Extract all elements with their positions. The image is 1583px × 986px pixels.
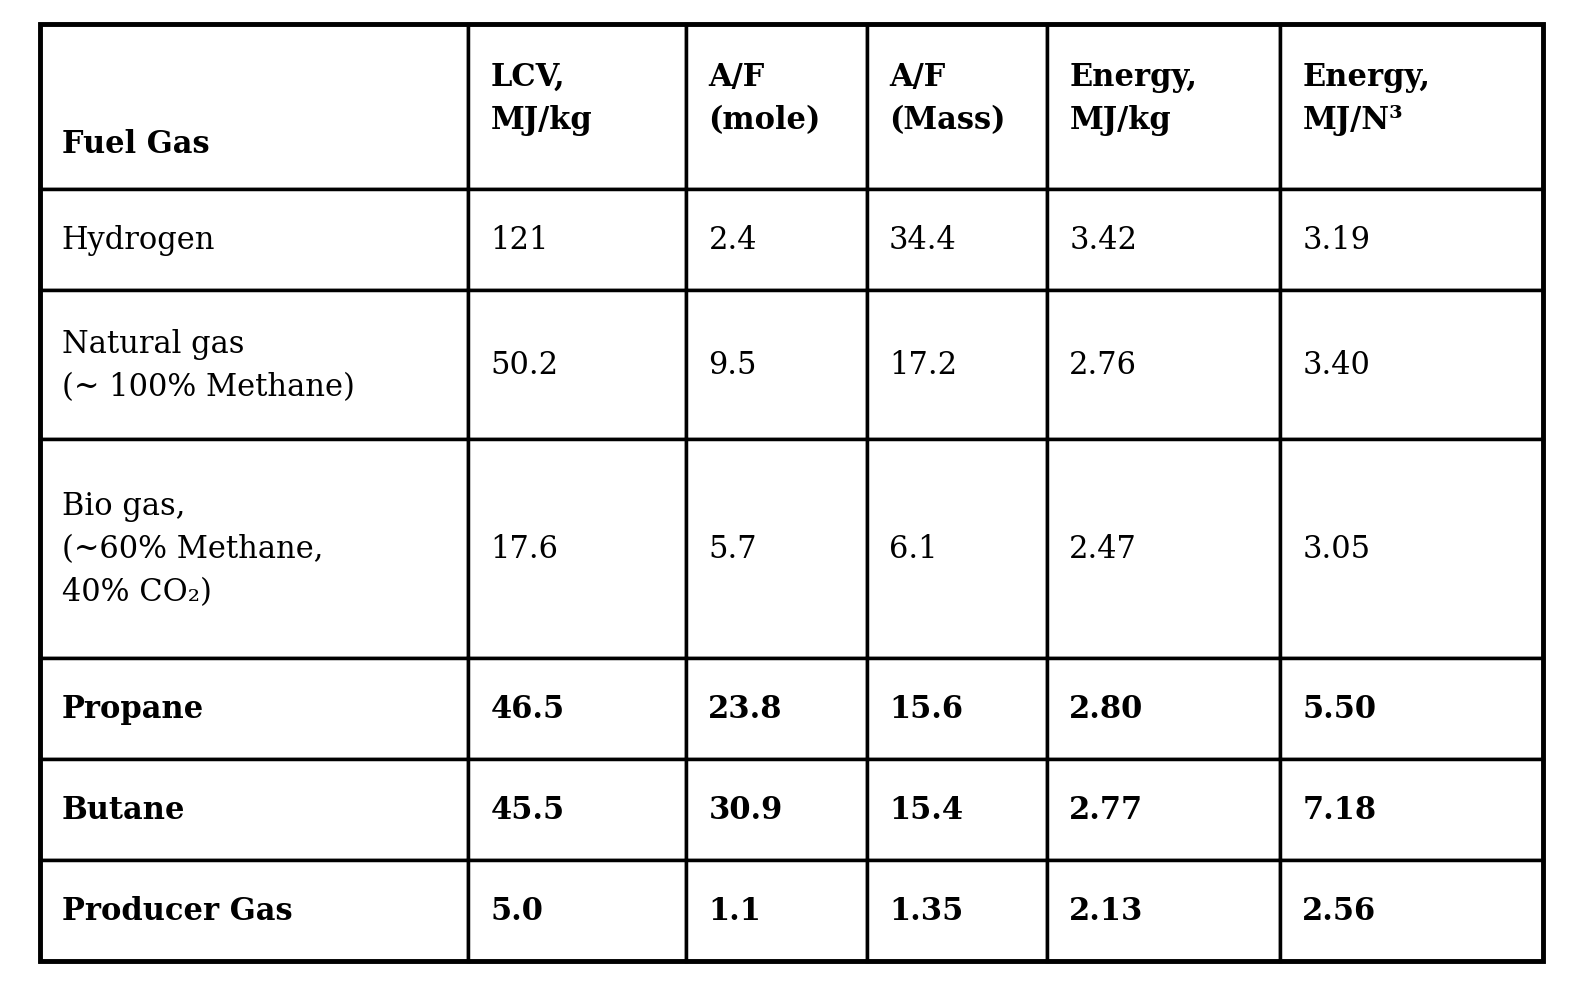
Text: 2.4: 2.4 [709,225,757,255]
Text: 6.1: 6.1 [890,533,937,564]
Text: 50.2: 50.2 [491,350,559,381]
Bar [40,189,469,291]
Text: Butane: Butane [62,794,185,825]
Bar [40,25,469,189]
Bar [1046,25,1281,189]
Bar [687,25,867,189]
Text: 34.4: 34.4 [890,225,956,255]
Text: 46.5: 46.5 [491,693,565,724]
Text: Energy,
MJ/N³: Energy, MJ/N³ [1303,62,1431,136]
Bar [867,291,1048,440]
Text: 2.80: 2.80 [1069,693,1143,724]
Bar [469,189,687,291]
Bar [1281,658,1543,759]
Bar [1281,440,1543,658]
Bar [469,658,687,759]
Bar [1281,860,1543,961]
Bar [469,291,687,440]
Text: A/F
(mole): A/F (mole) [709,62,820,136]
Bar [687,658,867,759]
Bar [469,759,687,860]
Text: 5.0: 5.0 [491,895,543,926]
Bar [1281,759,1543,860]
Bar [867,440,1048,658]
Bar [469,25,687,189]
Text: 17.2: 17.2 [890,350,958,381]
Text: 30.9: 30.9 [709,794,782,825]
Bar [1046,440,1281,658]
Text: 2.13: 2.13 [1069,895,1143,926]
Bar [867,189,1048,291]
Text: LCV,
MJ/kg: LCV, MJ/kg [491,62,592,136]
Bar [1281,189,1543,291]
Text: 2.56: 2.56 [1303,895,1377,926]
Text: 2.76: 2.76 [1069,350,1137,381]
Bar [40,860,469,961]
Text: 3.19: 3.19 [1303,225,1371,255]
Text: 5.50: 5.50 [1303,693,1376,724]
Text: 3.40: 3.40 [1303,350,1371,381]
Text: 121: 121 [491,225,549,255]
Bar [40,440,469,658]
Text: 17.6: 17.6 [491,533,559,564]
Bar [687,189,867,291]
Bar [1046,759,1281,860]
Text: Producer Gas: Producer Gas [62,895,293,926]
Bar [687,860,867,961]
Text: Natural gas
(~ 100% Methane): Natural gas (~ 100% Methane) [62,328,355,402]
Bar [40,759,469,860]
Text: A/F
(Mass): A/F (Mass) [890,62,1005,136]
Bar [867,25,1048,189]
Text: Energy,
MJ/kg: Energy, MJ/kg [1069,62,1197,136]
Text: 3.05: 3.05 [1303,533,1371,564]
Text: Fuel Gas: Fuel Gas [62,129,209,160]
Bar [687,759,867,860]
Text: Propane: Propane [62,693,204,724]
Text: 2.77: 2.77 [1069,794,1143,825]
Bar [867,860,1048,961]
Bar [469,440,687,658]
Text: 5.7: 5.7 [709,533,757,564]
Bar [1046,658,1281,759]
Bar [1281,25,1543,189]
Text: Bio gas,
(~60% Methane,
40% CO₂): Bio gas, (~60% Methane, 40% CO₂) [62,490,323,607]
Bar [687,291,867,440]
Bar [1046,291,1281,440]
Bar [867,759,1048,860]
Text: 1.35: 1.35 [890,895,962,926]
Bar [1046,860,1281,961]
Bar [40,291,469,440]
Text: 23.8: 23.8 [709,693,784,724]
Bar [40,658,469,759]
Bar [867,658,1048,759]
Text: 3.42: 3.42 [1069,225,1137,255]
Text: 15.4: 15.4 [890,794,962,825]
Bar [1281,291,1543,440]
Text: Hydrogen: Hydrogen [62,225,215,255]
Text: 15.6: 15.6 [890,693,962,724]
Bar [687,440,867,658]
Text: 7.18: 7.18 [1303,794,1377,825]
Text: 2.47: 2.47 [1069,533,1137,564]
Bar [1046,189,1281,291]
Text: 9.5: 9.5 [709,350,757,381]
Bar [469,860,687,961]
Text: 45.5: 45.5 [491,794,565,825]
Text: 1.1: 1.1 [709,895,761,926]
